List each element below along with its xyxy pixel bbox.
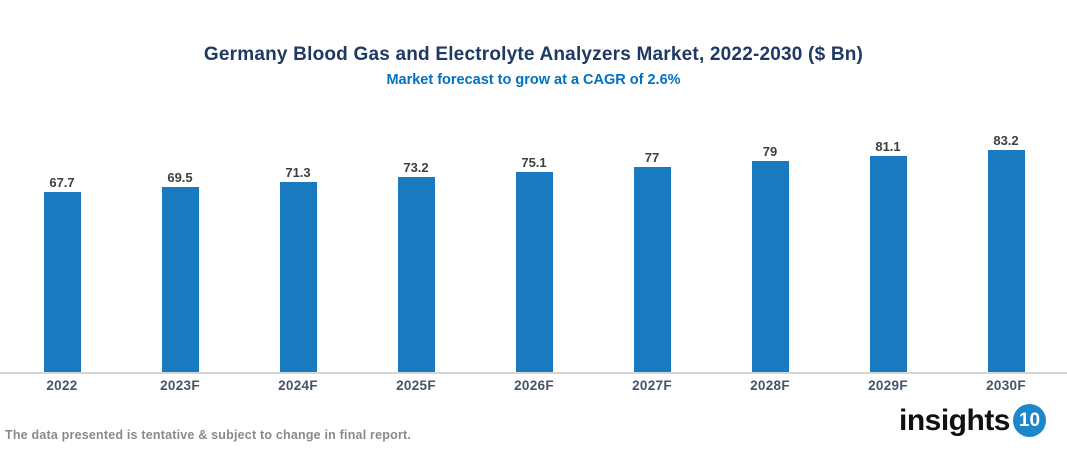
bar-value-label: 79 — [762, 144, 778, 159]
x-axis-label: 2030F — [986, 378, 1026, 393]
bar-value-label: 67.7 — [49, 175, 75, 190]
bar-value-label: 81.1 — [875, 139, 901, 154]
x-axis-label: 2023F — [160, 378, 200, 393]
x-axis-label: 2028F — [750, 378, 790, 393]
bar-column: 67.7 — [3, 132, 121, 373]
bar-column: 71.3 — [239, 132, 357, 373]
x-axis-label: 2022 — [46, 378, 78, 393]
bar — [279, 182, 317, 373]
bar-column: 69.5 — [121, 132, 239, 373]
bar-column: 81.1 — [829, 132, 947, 373]
logo-wordmark: insights — [898, 403, 1011, 437]
x-axis-label: 2025F — [396, 378, 436, 393]
bar-column: 73.2 — [357, 132, 475, 373]
x-axis-label: 2027F — [632, 378, 672, 393]
bar-column: 79 — [711, 132, 829, 373]
bar — [633, 167, 671, 373]
x-axis-line — [0, 372, 1067, 374]
bar — [397, 177, 435, 373]
bar — [751, 161, 789, 373]
bar — [161, 187, 199, 373]
disclaimer-text: The data presented is tentative & subjec… — [5, 428, 412, 442]
bar — [869, 156, 907, 373]
bar-column: 83.2 — [947, 132, 1065, 373]
insights10-logo: insights 10 — [899, 404, 1046, 437]
bar — [987, 150, 1025, 373]
bar-value-label: 73.2 — [403, 160, 429, 175]
x-axis-label: 2029F — [868, 378, 908, 393]
x-axis-label: 2026F — [514, 378, 554, 393]
bar-value-label: 69.5 — [167, 170, 193, 185]
chart-title: Germany Blood Gas and Electrolyte Analyz… — [203, 44, 864, 65]
bar-column: 77 — [593, 132, 711, 373]
bar — [515, 172, 553, 373]
bar-value-label: 75.1 — [521, 155, 547, 170]
bar-value-label: 71.3 — [285, 165, 311, 180]
chart-subtitle: Market forecast to grow at a CAGR of 2.6… — [386, 72, 681, 88]
bar-value-label: 83.2 — [993, 133, 1019, 148]
logo-badge-10: 10 — [1013, 404, 1046, 437]
x-axis-label: 2024F — [278, 378, 318, 393]
bar-column: 75.1 — [475, 132, 593, 373]
bar-plot-area: 67.7 69.5 71.3 73.2 75.1 77 79 81.1 83.2 — [3, 132, 1065, 373]
x-axis-labels: 2022 2023F 2024F 2025F 2026F 2027F 2028F 2029F 2… — [3, 378, 1065, 393]
bar — [43, 192, 81, 373]
bar-value-label: 77 — [644, 150, 660, 165]
